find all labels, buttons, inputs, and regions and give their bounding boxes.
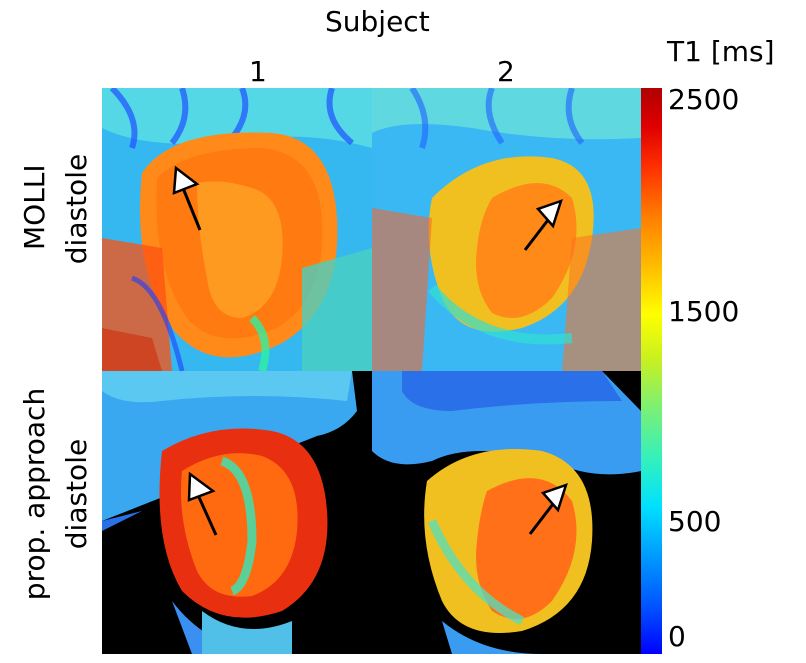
t1-map-proposed-subject-2 — [372, 371, 641, 654]
t1-map-molli-subject-1 — [102, 88, 372, 371]
column-label-subject-2: 2 — [497, 55, 515, 88]
colorbar-tick-2500: 2500 — [668, 83, 740, 116]
row-label-prop-approach: prop. approach — [18, 387, 51, 601]
colorbar-tick-1500: 1500 — [668, 295, 740, 328]
colorbar-tick-0: 0 — [668, 620, 686, 653]
column-header: Subject — [325, 5, 430, 38]
row-label-molli: MOLLI — [18, 164, 51, 250]
row-label-prop-approach-phase: diastole — [60, 438, 93, 550]
column-label-subject-1: 1 — [249, 55, 267, 88]
colorbar — [641, 88, 662, 654]
colorbar-tick-500: 500 — [668, 505, 722, 538]
colorbar-title: T1 [ms] — [667, 35, 775, 68]
row-label-molli-phase: diastole — [60, 153, 93, 265]
t1-map-proposed-subject-1 — [102, 371, 372, 654]
t1-map-molli-subject-2 — [372, 88, 641, 371]
